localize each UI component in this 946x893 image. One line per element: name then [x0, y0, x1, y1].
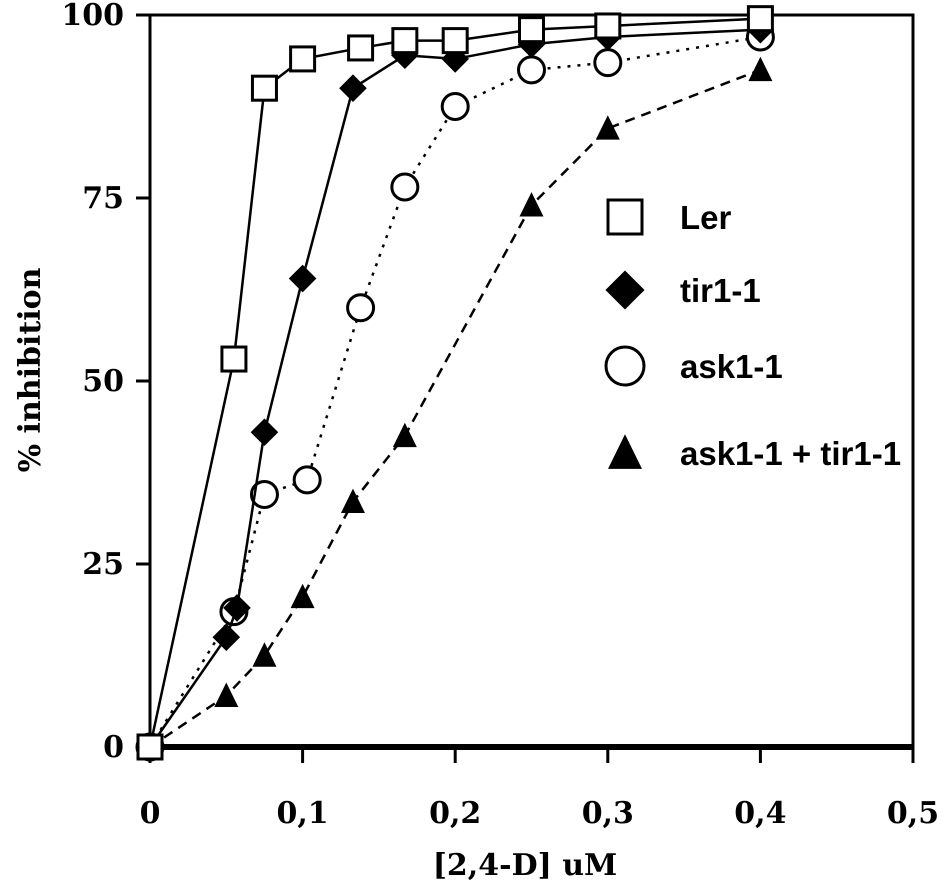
y-tick-label: 75 — [82, 181, 124, 216]
data-point — [212, 623, 241, 651]
data-point — [250, 74, 278, 102]
data-point — [347, 34, 375, 62]
data-point — [250, 418, 279, 447]
y-axis-title: % inhibition — [13, 267, 48, 472]
y-tick-label: 50 — [82, 364, 124, 399]
y-tick-label: 25 — [82, 547, 124, 582]
series-ask1-1-tir1-1 — [138, 56, 773, 759]
data-point — [220, 345, 248, 373]
data-point — [390, 172, 420, 202]
data-point — [136, 733, 164, 761]
legend-marker — [605, 270, 645, 310]
series-line — [149, 68, 761, 749]
data-point — [441, 27, 469, 55]
data-point — [346, 293, 376, 323]
series-tir1-1 — [136, 15, 775, 761]
data-point — [340, 488, 365, 513]
legend-label: tir1-1 — [680, 272, 761, 309]
data-point — [595, 115, 620, 140]
data-point — [391, 27, 419, 55]
legend-item: Ler — [606, 198, 732, 236]
series-line — [148, 28, 761, 748]
data-point — [292, 465, 322, 495]
data-point — [223, 594, 251, 622]
axes: 0 0,1 0,2 0,3 0,4 0,5 0 25 50 75 100 — [61, 0, 939, 831]
series-ask1-1 — [135, 22, 775, 762]
legend-marker — [606, 198, 644, 236]
plot-frame — [138, 13, 915, 759]
data-point — [392, 422, 417, 448]
x-tick-label: 0 — [140, 796, 161, 831]
series-line — [148, 17, 761, 748]
x-tick-label: 0,3 — [582, 796, 634, 831]
data-point — [289, 45, 317, 73]
x-axis-title: [2,4-D] uM — [433, 848, 618, 883]
data-point — [249, 479, 279, 509]
legend-marker — [604, 345, 646, 387]
data-point — [746, 5, 774, 33]
legend-item: ask1-1 — [604, 345, 783, 387]
x-tick-label: 0,5 — [887, 796, 939, 831]
x-tick-label: 0,2 — [429, 796, 481, 831]
data-point — [517, 55, 546, 85]
data-point — [214, 682, 239, 707]
data-point — [748, 56, 773, 82]
y-tick-label: 0 — [103, 730, 124, 765]
data-point — [290, 583, 315, 609]
data-point — [593, 48, 623, 78]
data-point — [594, 12, 622, 40]
data-point — [339, 74, 367, 102]
data-point — [440, 92, 470, 121]
x-tick-label: 0,1 — [276, 796, 328, 831]
data-point — [252, 642, 277, 667]
y-tick-label: 100 — [61, 0, 124, 33]
legend-item: ask1-1 + tir1-1 — [608, 434, 901, 472]
legend-item: tir1-1 — [605, 270, 761, 310]
data-point — [519, 192, 544, 217]
series-ler — [136, 5, 774, 761]
series-line — [148, 35, 761, 748]
series-layer — [135, 5, 775, 762]
legend-label: ask1-1 + tir1-1 — [680, 435, 901, 472]
plot-border — [148, 13, 915, 749]
data-point — [517, 30, 546, 59]
x-tick-label: 0,4 — [734, 796, 786, 831]
legend: Ler tir1-1 ask1-1 ask1-1 + tir1-1 — [604, 198, 901, 472]
legend-label: Ler — [680, 199, 732, 236]
legend-marker — [608, 434, 642, 469]
data-point — [518, 16, 545, 44]
legend-label: ask1-1 — [680, 348, 783, 385]
data-point — [288, 264, 317, 293]
